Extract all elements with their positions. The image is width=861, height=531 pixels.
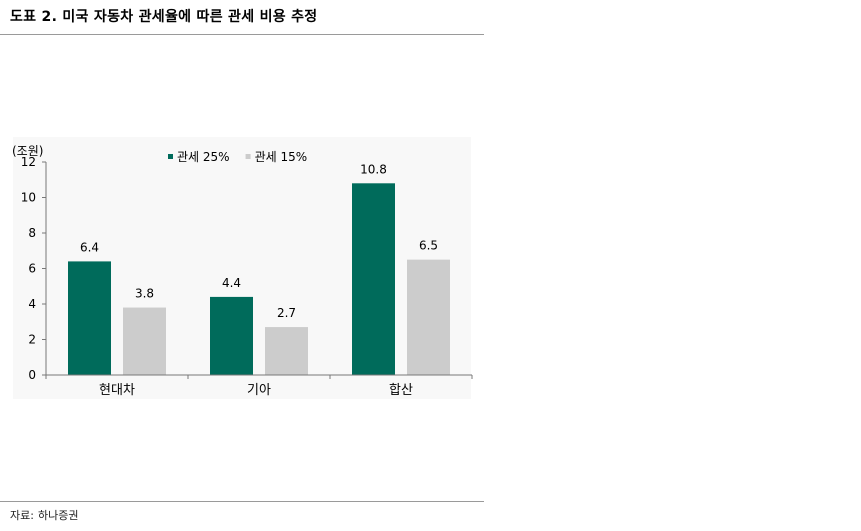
y-axis: 0 2 4 6 8 10 12 — [21, 155, 47, 382]
source-value: 하나증권 — [37, 509, 79, 522]
bar — [123, 307, 166, 375]
bar — [68, 261, 111, 375]
bar — [352, 183, 395, 375]
y-tick-label: 0 — [28, 368, 36, 382]
y-tick-label: 12 — [21, 155, 36, 169]
legend-swatch — [245, 154, 251, 159]
title-divider — [0, 34, 484, 35]
source-note: 자료: 하나증권 — [10, 507, 82, 523]
x-category-label: 현대차 — [99, 383, 135, 398]
data-label: 2.7 — [277, 306, 296, 320]
data-label: 4.4 — [222, 276, 241, 290]
data-label: 3.8 — [135, 287, 154, 301]
x-category-label: 합산 — [389, 383, 413, 398]
y-unit-label: (조원) — [12, 144, 43, 158]
bar — [210, 296, 253, 375]
y-tick-label: 10 — [21, 191, 36, 205]
legend-label: 관세 25% — [177, 150, 230, 164]
source-label: 자료: — [10, 509, 34, 522]
document-title: 도표 2. 미국 자동차 관세율에 따른 관세 비용 추정 — [10, 9, 318, 25]
legend-swatch — [168, 154, 173, 159]
bar — [265, 327, 308, 375]
y-tick-label: 6 — [28, 262, 36, 276]
x-category-label: 기아 — [247, 383, 271, 398]
data-label: 6.5 — [419, 239, 438, 253]
y-tick-label: 4 — [28, 297, 36, 311]
source-divider — [0, 501, 484, 502]
y-tick-label: 2 — [28, 333, 36, 347]
y-tick-label: 8 — [28, 226, 36, 240]
x-axis: 현대차 기아 합산 — [45, 374, 473, 398]
chart-legend: 관세 25% 관세 15% — [168, 150, 307, 164]
legend-label: 관세 15% — [255, 150, 308, 164]
data-label: 10.8 — [360, 162, 387, 176]
data-label: 6.4 — [80, 240, 99, 254]
bar-series: 6.4 4.4 10.8 3.8 2.7 6.5 — [68, 162, 450, 375]
bar — [407, 259, 450, 375]
